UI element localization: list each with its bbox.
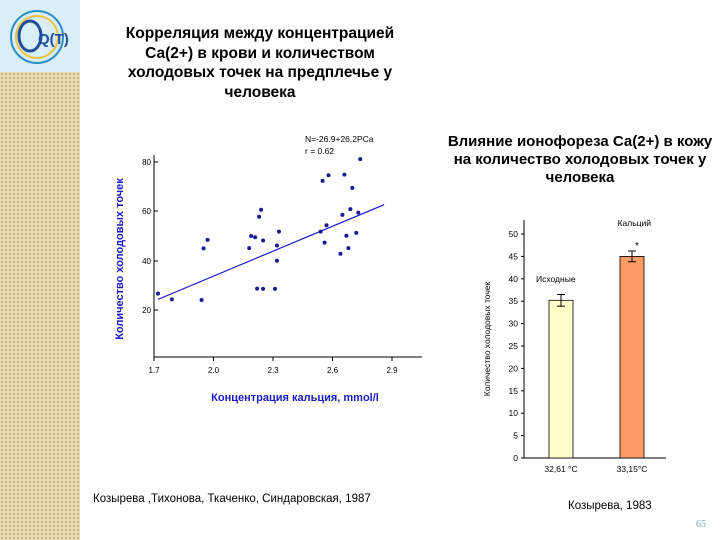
bar-category-label: 32,61 °C (544, 464, 577, 474)
bar (619, 256, 645, 459)
x-tick-label: 2.9 (386, 366, 398, 375)
x-tick-label: 2.3 (267, 366, 279, 375)
scatter-chart: N=-26.9+26.2PCa r = 0.62 20 40 60 80 1.7 2.0… (114, 134, 422, 404)
slide-subtitle: Влияние ионофореза Са(2+) в кожу на коли… (447, 133, 713, 186)
data-point (274, 258, 279, 263)
data-point (259, 207, 264, 212)
trend-line (157, 204, 385, 300)
data-point (272, 286, 277, 291)
bar-y-tick-label: 0 (513, 453, 518, 463)
x-tick-label: 2.0 (208, 366, 220, 375)
y-tick-label: 60 (142, 207, 151, 216)
bar-y-tick-label: 25 (509, 341, 519, 351)
y-axis-label: Количество холодовых точек (114, 178, 126, 340)
data-point (276, 229, 281, 234)
bar-y-tick-label: 40 (509, 274, 519, 284)
logo: Q(T) (0, 0, 80, 72)
data-point (253, 235, 258, 240)
reference-left: Козырева ,Тихонова, Ткаченко, Синдаровск… (93, 493, 371, 505)
data-point (205, 237, 210, 242)
data-point (340, 212, 345, 217)
data-point (155, 291, 160, 296)
data-point (255, 286, 260, 291)
data-point (261, 286, 266, 291)
bar-y-tick-label: 35 (509, 296, 519, 306)
bar-chart: Количество холодовых точек 0 5 10 15 20 25 30 3… (482, 218, 666, 474)
data-point (350, 185, 355, 190)
data-point (346, 246, 351, 251)
data-point (257, 214, 262, 219)
reference-right: Козырева, 1983 (568, 500, 652, 512)
significance-marker: * (635, 241, 639, 252)
data-point (274, 243, 279, 248)
data-point (354, 230, 359, 235)
data-point (348, 207, 353, 212)
slide-title: Корреляция между концентрацией Са(2+) в … (125, 25, 395, 101)
bar-y-tick-label: 5 (513, 431, 518, 441)
bar-category-label: 33,15°C (617, 464, 648, 474)
y-tick-label: 20 (142, 306, 151, 315)
data-point (344, 233, 349, 238)
x-tick-label: 1.7 (148, 366, 160, 375)
data-point (326, 173, 331, 178)
regression-equation: N=-26.9+26.2PCa (305, 134, 374, 144)
bar-y-tick-label: 45 (509, 251, 519, 261)
x-axis-label: Концентрация кальция, mmol/l (211, 392, 379, 404)
data-point (249, 234, 254, 239)
data-point (356, 210, 361, 215)
data-point (169, 297, 174, 302)
logo-icon: Q(T) (10, 10, 69, 64)
bar (548, 299, 574, 459)
bar-y-tick-label: 15 (509, 386, 519, 396)
bar-y-tick-label: 20 (509, 363, 519, 373)
data-point (342, 172, 347, 177)
page-number: 65 (696, 519, 706, 530)
logo-text: Q(T) (38, 31, 69, 48)
data-point (201, 246, 206, 251)
correlation-coefficient: r = 0.62 (305, 146, 334, 156)
data-point (199, 298, 204, 302)
bar-y-axis-label: Количество холодовых точек (482, 282, 492, 397)
bar-y-tick-label: 30 (509, 319, 519, 329)
data-point (261, 238, 266, 243)
y-tick-label: 80 (142, 158, 151, 167)
data-point (358, 157, 363, 162)
x-tick-label: 2.6 (327, 366, 339, 375)
y-tick-label: 40 (142, 257, 151, 266)
bar-label: Кальций (618, 218, 652, 228)
data-point (322, 240, 327, 245)
sidebar-decoration (0, 0, 80, 540)
bar-y-tick-label: 10 (509, 408, 519, 418)
data-point (320, 178, 325, 183)
bar-y-tick-label: 50 (509, 229, 519, 239)
data-point (324, 223, 329, 228)
data-point (247, 246, 252, 251)
data-point (338, 251, 343, 256)
data-point (318, 229, 323, 234)
bar-label: Исходные (536, 274, 576, 284)
